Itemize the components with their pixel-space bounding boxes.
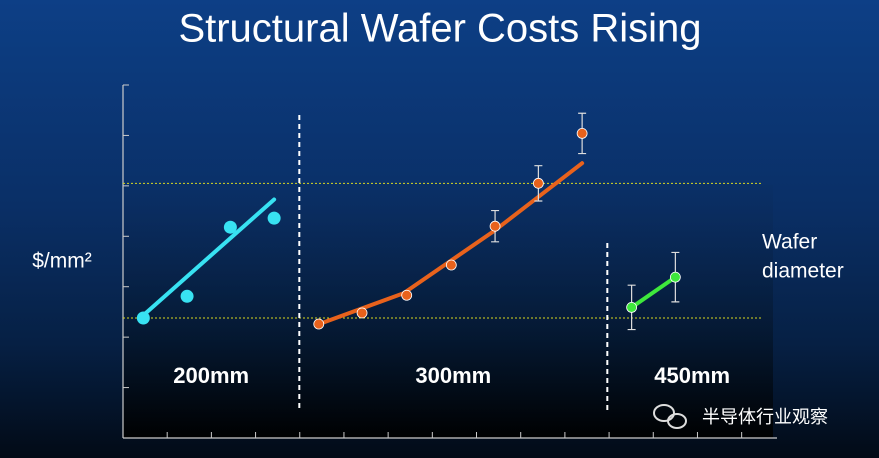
trend-line [629,275,678,310]
data-point [576,128,588,139]
data-point [626,301,638,313]
data-point [267,211,281,225]
right-label: Wafer [762,231,817,254]
watermark: 半导体行业观察 [702,407,828,427]
data-point [401,289,413,301]
data-point [180,289,194,303]
series-label: 300mm [415,363,491,388]
right-label: diameter [762,260,844,283]
data-point [669,271,681,283]
data-point [489,220,501,232]
data-point [356,307,368,319]
data-point [136,311,150,325]
data-point [445,259,457,271]
data-point [313,318,325,330]
series-label: 200mm [173,363,249,388]
data-point [532,177,544,189]
plot-area [123,185,773,438]
trend-line [138,197,277,320]
y-axis-label: $/mm² [32,250,92,273]
chart-title: Structural Wafer Costs Rising [178,7,701,51]
data-point [223,220,237,234]
series-label: 450mm [654,363,730,388]
wechat-icon [653,404,687,429]
